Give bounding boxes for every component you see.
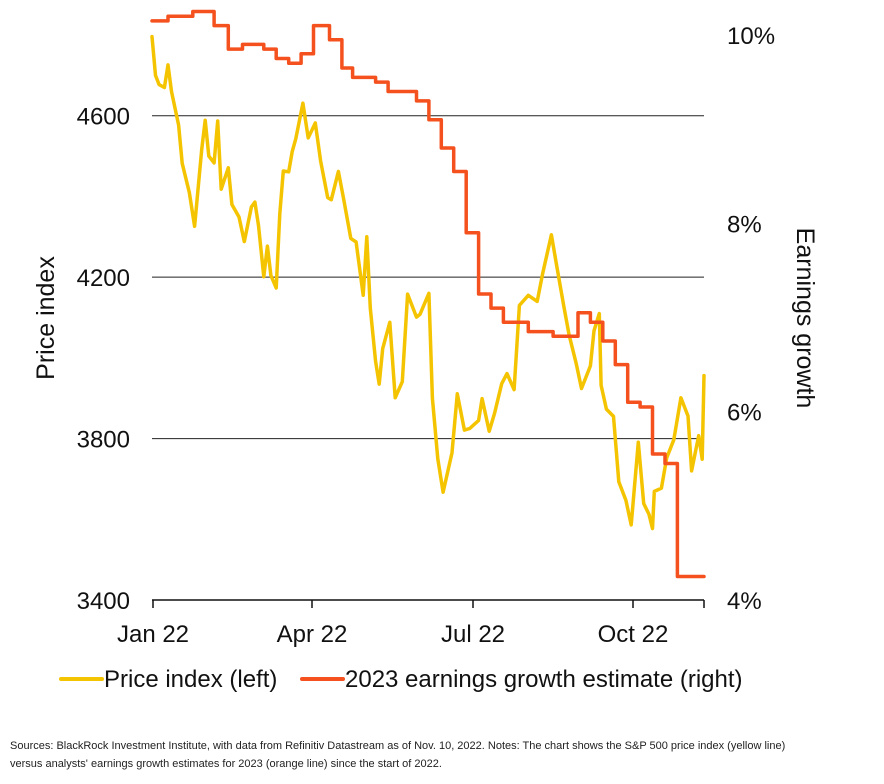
x-tick-label: Apr 22 [277, 621, 348, 648]
left-tick-label: 3800 [77, 427, 130, 454]
series-layer [150, 9, 706, 579]
grid-lines [152, 115, 704, 440]
left-tick-label: 4200 [77, 265, 130, 292]
right-tick-label: 6% [727, 400, 762, 427]
x-tick-label: Jul 22 [441, 621, 505, 648]
x-tick-label: Jan 22 [117, 621, 189, 648]
left-axis-title: Price index [32, 256, 60, 380]
series-line-price-index [150, 34, 706, 531]
right-tick-label: 10% [727, 23, 775, 50]
x-tick-marks: Jan 22 Apr 22 Jul 22 Oct 22 [117, 600, 705, 648]
legend-label-price: Price index (left) [104, 666, 277, 693]
right-tick-label: 8% [727, 211, 762, 238]
series-line-earnings-growth [150, 9, 706, 579]
line-chart: Jan 22 Apr 22 Jul 22 Oct 22 3400 3800 4200 460… [32, 9, 819, 693]
source-note: Sources: BlackRock Investment Institute,… [10, 740, 786, 770]
left-tick-label: 4600 [77, 104, 130, 131]
x-tick-label: Oct 22 [598, 621, 669, 648]
legend-label-earnings: 2023 earnings growth estimate (right) [345, 666, 743, 693]
left-axis-tick-labels: 3400 3800 4200 4600 [77, 104, 130, 615]
right-tick-label: 4% [727, 588, 762, 615]
right-axis-title: Earnings growth [791, 228, 819, 409]
legend: Price index (left) 2023 earnings growth … [59, 666, 743, 693]
left-tick-label: 3400 [77, 588, 130, 615]
right-axis-tick-labels: 4% 6% 8% 10% [727, 23, 775, 615]
